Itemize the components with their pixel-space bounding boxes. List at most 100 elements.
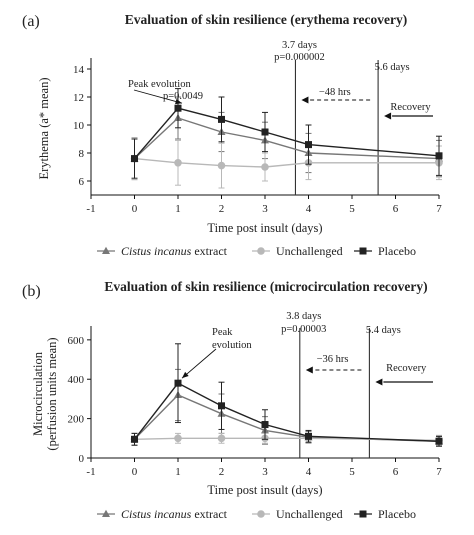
peak-arrow-line <box>181 348 217 379</box>
reference-1-label: 3.8 days <box>286 311 321 322</box>
legend-marker <box>359 247 367 255</box>
series-line <box>134 157 439 168</box>
legend-marker <box>257 510 265 518</box>
y-axis-label-line2: (perfusion units mean) <box>45 337 59 450</box>
data-point <box>218 115 225 123</box>
legend-label-part: Unchallenged <box>276 244 343 258</box>
legend-label-part: Unchallenged <box>276 507 343 521</box>
x-tick-label: 1 <box>175 203 181 215</box>
legend-label: Unchallenged <box>276 244 343 258</box>
data-point <box>435 437 443 445</box>
data-point <box>261 128 269 136</box>
legend-label-part: Cistus incanus <box>121 507 192 521</box>
legend-item-triangle: Cistus incanus extract <box>97 507 228 521</box>
series-line <box>133 107 440 160</box>
legend-label: Cistus incanus extract <box>121 507 228 521</box>
chart-title: Evaluation of skin resilience (microcirc… <box>104 279 427 294</box>
x-tick-label: 5 <box>349 203 355 215</box>
y-tick-label: 10 <box>73 120 85 132</box>
series-square <box>131 88 443 179</box>
legend-label-part: Placebo <box>378 244 416 258</box>
shift-label: −48 hrs <box>319 87 351 98</box>
x-tick-label: 7 <box>436 466 442 478</box>
recovery-label: Recovery <box>390 102 431 113</box>
chart-panel-b: (b) Evaluation of skin resilience (microc… <box>22 279 443 521</box>
x-tick-label: 6 <box>393 466 399 478</box>
data-point <box>131 435 138 443</box>
shift-arrow-head <box>305 366 313 374</box>
legend-label: Placebo <box>378 244 416 258</box>
data-point <box>174 434 182 443</box>
data-point <box>218 402 225 410</box>
shift-arrow-head <box>301 96 309 104</box>
data-point <box>435 152 443 160</box>
x-axis-label: Time post insult (days) <box>207 483 322 497</box>
legend-label: Cistus incanus extract <box>121 244 228 258</box>
legend-label-part: Cistus incanus <box>121 244 192 258</box>
series-line <box>134 394 440 442</box>
data-point <box>305 432 312 440</box>
peak-annotation-line2: evolution <box>212 340 252 351</box>
y-tick-label: 8 <box>79 148 85 160</box>
data-point <box>174 159 182 167</box>
peak-arrow-head <box>175 98 182 105</box>
y-tick-label: 6 <box>79 176 85 188</box>
x-tick-label: 4 <box>306 203 312 215</box>
legend-item-circle: Unchallenged <box>252 507 343 521</box>
reference-1-label: 3.7 days <box>282 40 317 51</box>
legend-label-part: extract <box>191 244 227 258</box>
y-axis-label-line1: Microcirculation <box>31 351 45 436</box>
reference-2-label: 5.4 days <box>366 325 401 336</box>
x-tick-label: 3 <box>262 203 268 215</box>
recovery-arrow-head <box>375 378 383 386</box>
y-tick-label: 14 <box>73 64 85 76</box>
annotations: Peak evolution 3.8 days p=0.00003 5.4 days −3… <box>181 311 433 386</box>
legend-marker <box>257 247 265 255</box>
legend-label: Placebo <box>378 507 416 521</box>
y-axis-label: Erythema (a* mean) <box>37 77 51 179</box>
y-tick-label: 400 <box>68 374 85 386</box>
legend-item-circle: Unchallenged <box>252 244 343 258</box>
legend-label-part: extract <box>191 507 227 521</box>
y-tick-label: 0 <box>79 453 85 465</box>
data-point <box>261 163 269 171</box>
x-tick-label: 7 <box>436 203 442 215</box>
chart-panel-a: (a) Evaluation of skin resilience (erythe… <box>22 12 443 258</box>
x-tick-label: 4 <box>306 466 312 478</box>
x-tick-label: 0 <box>132 466 138 478</box>
x-tick-label: 5 <box>349 466 355 478</box>
shift-label: −36 hrs <box>317 354 349 365</box>
reference-2-label: 5.6 days <box>375 62 410 73</box>
data-point <box>305 141 312 149</box>
data-point <box>174 104 182 112</box>
series-circle <box>130 137 443 189</box>
legend-marker <box>102 246 110 254</box>
y-tick-label: 600 <box>68 335 85 347</box>
data-point <box>131 155 138 163</box>
data-point <box>217 434 226 443</box>
y-tick-label: 12 <box>73 92 84 104</box>
recovery-label: Recovery <box>386 363 427 374</box>
x-axis-label: Time post insult (days) <box>207 221 322 235</box>
x-tick-label: 2 <box>219 466 225 478</box>
recovery-arrow-head <box>384 112 392 120</box>
reference-1-pvalue: p=0.00003 <box>281 324 326 335</box>
peak-arrow-line <box>133 89 183 104</box>
series-line <box>133 382 440 442</box>
legend-marker <box>359 510 367 518</box>
legend-item-square: Placebo <box>354 507 416 521</box>
legend-item-triangle: Cistus incanus extract <box>97 244 228 258</box>
legend: Cistus incanus extract Unchallenged Placeb… <box>97 244 416 258</box>
legend-label: Unchallenged <box>276 507 343 521</box>
legend-item-square: Placebo <box>354 244 416 258</box>
x-tick-label: 1 <box>175 466 181 478</box>
legend-marker <box>102 509 110 517</box>
reference-1-pvalue: p=0.000002 <box>274 52 325 63</box>
peak-annotation-line2: p=0.0049 <box>163 91 203 102</box>
peak-annotation: Peak evolution <box>128 79 191 90</box>
y-tick-label: 200 <box>68 414 85 426</box>
x-tick-label: 3 <box>262 466 268 478</box>
data-point <box>174 379 182 387</box>
